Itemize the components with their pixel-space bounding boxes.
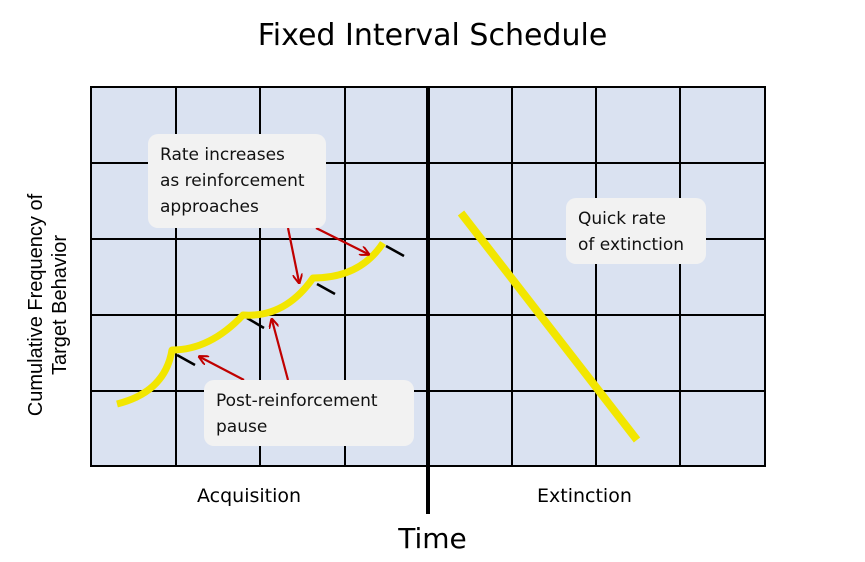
callout-extinction: Quick rate of extinction bbox=[566, 198, 706, 264]
callout-rate-increases: Rate increases as reinforcement approach… bbox=[148, 134, 326, 228]
x-axis-label: Time bbox=[398, 522, 467, 555]
chart-title: Fixed Interval Schedule bbox=[257, 18, 608, 53]
x-category-acquisition: Acquisition bbox=[197, 485, 302, 507]
x-category-extinction: Extinction bbox=[537, 485, 632, 507]
extinction-line bbox=[457, 210, 641, 443]
annotation-arrows bbox=[200, 227, 368, 381]
pause-ticks bbox=[176, 244, 405, 367]
acquisition-curve bbox=[116, 241, 386, 408]
callout-post-reinforcement: Post-reinforcement pause bbox=[204, 380, 414, 446]
